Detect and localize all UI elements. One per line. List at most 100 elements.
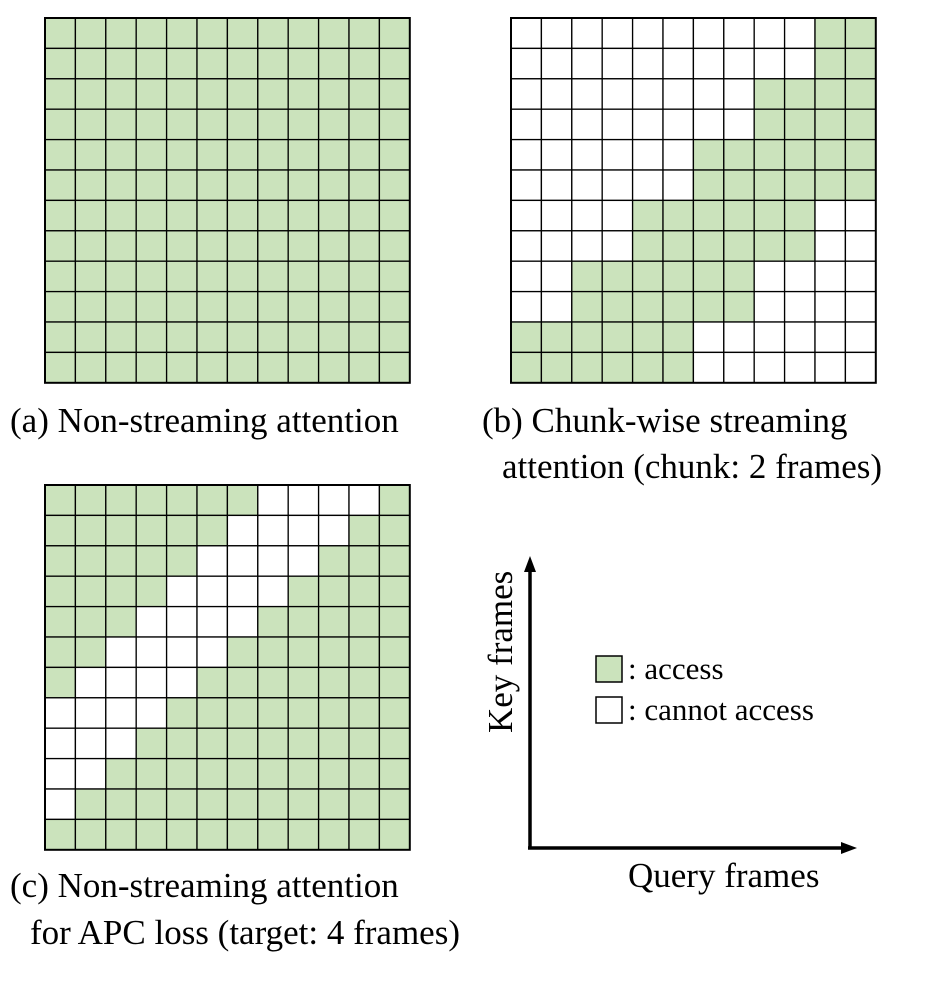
cell-cannot-access	[783, 290, 816, 323]
cell-access	[105, 321, 137, 354]
cell-access	[317, 199, 350, 232]
y-axis-arrowhead	[524, 556, 536, 572]
cell-cannot-access	[257, 545, 289, 577]
cell-cannot-access	[165, 575, 198, 608]
cell-access	[44, 545, 77, 577]
cell-access	[226, 108, 259, 141]
cell-access	[287, 321, 320, 354]
cell-access	[165, 78, 198, 110]
cell-access	[105, 17, 137, 50]
cell-access	[165, 514, 198, 547]
cell-access	[165, 260, 198, 293]
cell-access	[105, 484, 137, 517]
cell-access	[196, 78, 229, 110]
cell-access	[378, 514, 411, 547]
cell-access	[287, 78, 320, 110]
cell-access	[44, 636, 77, 669]
cell-cannot-access	[226, 575, 259, 608]
cell-cannot-access	[571, 230, 603, 262]
cell-cannot-access	[692, 47, 725, 80]
cell-access	[378, 47, 411, 80]
cell-access	[257, 818, 289, 851]
cell-access	[317, 818, 350, 851]
cell-cannot-access	[601, 230, 634, 262]
cell-access	[317, 47, 350, 80]
cell-access	[317, 605, 350, 638]
cell-access	[257, 351, 289, 384]
cell-access	[378, 351, 411, 384]
cell-cannot-access	[510, 108, 543, 141]
cell-cannot-access	[196, 636, 229, 669]
cell-access	[287, 575, 320, 608]
cell-access	[226, 199, 259, 232]
cell-access	[44, 78, 77, 110]
cell-access	[571, 290, 603, 323]
cell-cannot-access	[571, 108, 603, 141]
cell-access	[287, 636, 320, 669]
cell-cannot-access	[74, 757, 107, 790]
cell-access	[692, 260, 725, 293]
cell-access	[44, 108, 77, 141]
cell-access	[74, 17, 107, 50]
cell-access	[74, 138, 107, 171]
cell-access	[226, 697, 259, 729]
cell-access	[783, 199, 816, 232]
cell-access	[74, 575, 107, 608]
cell-cannot-access	[753, 260, 786, 293]
cell-access	[257, 169, 289, 202]
cell-access	[226, 169, 259, 202]
grid-border	[44, 484, 411, 851]
cell-access	[74, 351, 107, 384]
cell-access	[44, 169, 77, 202]
cell-access	[378, 636, 411, 669]
cell-cannot-access	[135, 666, 168, 699]
cell-cannot-access	[540, 260, 573, 293]
cell-access	[135, 78, 168, 110]
cell-access	[723, 290, 755, 323]
cell-cannot-access	[540, 199, 573, 232]
cell-cannot-access	[723, 78, 755, 110]
cell-access	[348, 17, 381, 50]
cell-access	[135, 47, 168, 80]
cell-cannot-access	[723, 321, 755, 354]
cell-access	[74, 260, 107, 293]
cell-cannot-access	[723, 17, 755, 50]
cell-cannot-access	[540, 169, 573, 202]
cell-access	[44, 484, 77, 517]
cell-access	[844, 169, 877, 202]
cell-cannot-access	[844, 290, 877, 323]
cell-cannot-access	[510, 138, 543, 171]
cell-cannot-access	[135, 605, 168, 638]
cell-access	[165, 818, 198, 851]
cell-cannot-access	[571, 199, 603, 232]
cell-cannot-access	[540, 290, 573, 323]
cell-cannot-access	[510, 17, 543, 50]
cell-cannot-access	[571, 17, 603, 50]
cell-access	[348, 697, 381, 729]
cell-access	[783, 108, 816, 141]
cell-cannot-access	[783, 47, 816, 80]
cell-access	[378, 108, 411, 141]
cell-access	[348, 199, 381, 232]
caption-b-line-1: (b) Chunk-wise streaming	[482, 401, 847, 440]
cell-access	[257, 230, 289, 262]
cell-cannot-access	[257, 484, 289, 517]
cell-access	[257, 788, 289, 821]
cell-cannot-access	[631, 108, 664, 141]
cell-access	[196, 818, 229, 851]
cell-access	[74, 199, 107, 232]
cell-access	[74, 108, 107, 141]
cell-access	[317, 169, 350, 202]
cell-cannot-access	[601, 17, 634, 50]
cell-cannot-access	[74, 697, 107, 729]
cell-access	[44, 290, 77, 323]
cell-cannot-access	[135, 697, 168, 729]
cell-access	[105, 290, 137, 323]
cell-access	[196, 321, 229, 354]
cell-access	[287, 108, 320, 141]
cell-cannot-access	[226, 514, 259, 547]
cell-access	[753, 230, 786, 262]
cell-access	[196, 727, 229, 760]
cell-access	[631, 199, 664, 232]
cell-cannot-access	[814, 199, 847, 232]
